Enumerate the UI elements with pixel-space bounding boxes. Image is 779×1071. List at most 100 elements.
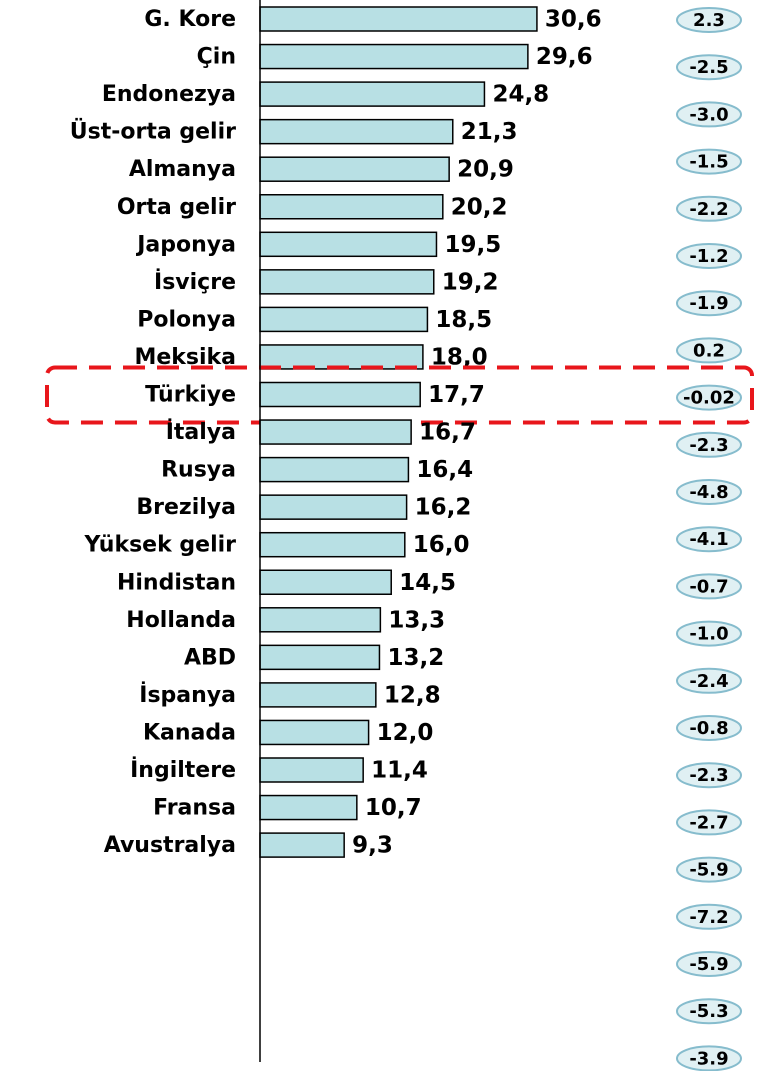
side-label: -2.2: [689, 199, 728, 220]
bar: [259, 719, 370, 746]
side-ellipse: [676, 903, 742, 930]
bar: [259, 794, 358, 821]
side-label: -5.9: [689, 954, 728, 975]
side-ellipse: [676, 431, 742, 458]
side-label: -2.3: [689, 435, 728, 456]
side-label: -5.3: [689, 1001, 728, 1022]
category-label: İtalya: [166, 419, 236, 445]
value-label: 16,4: [416, 457, 473, 483]
bar: [259, 644, 381, 671]
value-label: 19,2: [442, 269, 499, 295]
side-label: -4.1: [689, 529, 728, 550]
side-label: -0.7: [689, 576, 728, 597]
category-label: Polonya: [137, 307, 236, 332]
bar: [259, 81, 486, 107]
category-label: Orta gelir: [117, 195, 236, 220]
category-label: Japonya: [135, 232, 236, 257]
side-ellipse: [676, 384, 742, 411]
side-label: -2.3: [689, 765, 728, 786]
bar: [259, 118, 454, 145]
value-label: 12,8: [384, 682, 441, 708]
value-label: 20,2: [451, 194, 508, 220]
side-label: -3.9: [689, 1048, 728, 1069]
bar: [259, 832, 345, 858]
side-label: -2.5: [689, 57, 728, 78]
side-ellipse: [676, 573, 742, 600]
category-label: İspanya: [139, 682, 236, 708]
category-label: Çin: [197, 45, 236, 70]
category-label: Yüksek gelir: [83, 533, 236, 558]
side-ellipse: [676, 951, 742, 977]
bar: [259, 682, 377, 708]
value-label: 16,2: [415, 495, 472, 521]
category-label: Endonezya: [102, 82, 236, 107]
category-label: G. Kore: [144, 7, 236, 32]
bar: [259, 231, 438, 258]
side-label: -2.7: [689, 812, 728, 833]
value-label: 24,8: [492, 82, 549, 108]
value-label: 13,2: [387, 645, 444, 671]
side-ellipse: [676, 243, 742, 269]
value-label: 18,5: [435, 307, 492, 333]
side-label: -1.2: [689, 246, 728, 267]
bar: [259, 531, 406, 558]
side-label: -1.5: [689, 152, 728, 173]
bar: [259, 156, 450, 182]
side-label: -1.9: [689, 293, 728, 314]
bar: [259, 456, 410, 483]
category-label: Brezilya: [136, 495, 236, 520]
side-ellipse: [676, 526, 742, 553]
side-label: -1.0: [689, 624, 728, 645]
value-label: 13,3: [388, 607, 445, 633]
value-label: 16,7: [419, 420, 476, 446]
value-label: 30,6: [545, 7, 602, 33]
bar: [259, 494, 408, 520]
side-ellipse: [676, 620, 742, 647]
value-label: 17,7: [428, 382, 485, 408]
category-label: Fransa: [153, 796, 236, 821]
category-label: ABD: [184, 645, 236, 670]
category-label: Avustralya: [104, 833, 236, 858]
side-ellipse: [676, 667, 742, 694]
bar: [259, 43, 529, 70]
category-label: Türkiye: [145, 383, 236, 408]
side-ellipse: [676, 479, 742, 505]
value-label: 12,0: [377, 720, 434, 746]
category-label: Rusya: [161, 458, 236, 483]
bar: [259, 419, 412, 445]
bar: [259, 306, 429, 333]
category-label: Kanada: [143, 720, 236, 745]
value-label: 14,5: [399, 570, 456, 596]
side-ellipse: [676, 290, 742, 317]
bar: [259, 344, 424, 370]
category-label: Meksika: [134, 345, 236, 370]
side-ellipse: [676, 1045, 742, 1071]
side-ellipse: [676, 809, 742, 836]
value-label: 19,5: [444, 232, 501, 258]
category-label: Hindistan: [117, 570, 236, 595]
side-ellipse: [676, 54, 742, 81]
value-label: 10,7: [365, 795, 422, 821]
category-label: İsviçre: [154, 269, 236, 295]
side-ellipse: [676, 195, 742, 222]
side-label: 2.3: [693, 10, 725, 31]
category-label: Hollanda: [126, 608, 236, 633]
side-label: -3.0: [689, 104, 728, 125]
bar: [259, 269, 435, 295]
side-label: 0.2: [693, 340, 725, 361]
value-label: 21,3: [461, 119, 518, 145]
bar: [259, 6, 538, 32]
side-label: -5.9: [689, 860, 728, 881]
side-ellipse: [676, 762, 742, 789]
side-ellipse: [676, 998, 742, 1025]
bar: [259, 381, 421, 408]
bar: [259, 569, 392, 595]
value-label: 16,0: [413, 532, 470, 558]
side-label: -7.2: [689, 907, 728, 928]
side-ellipse: [676, 856, 742, 883]
bar: [259, 757, 364, 783]
value-label: 20,9: [457, 157, 514, 183]
category-label: Üst-orta gelir: [70, 119, 236, 145]
value-label: 11,4: [371, 758, 428, 784]
